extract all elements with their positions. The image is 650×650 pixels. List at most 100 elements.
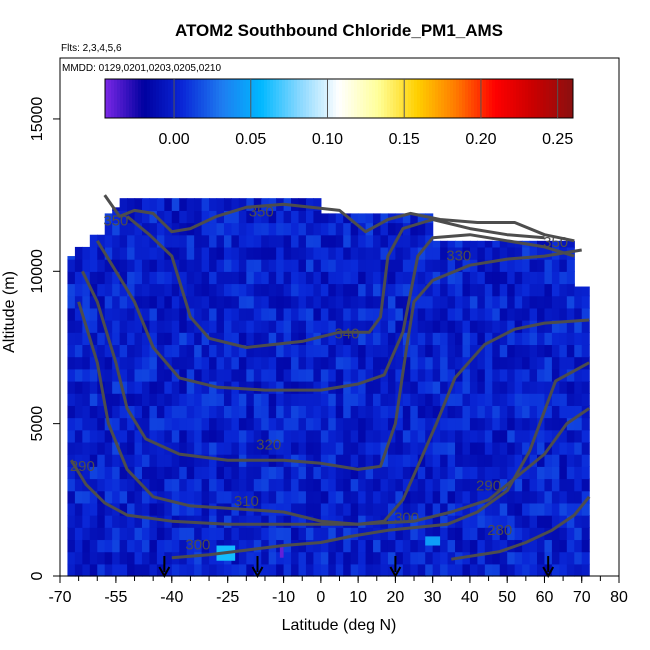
heatmap-cell (268, 502, 277, 516)
heatmap-cell (298, 356, 307, 370)
heatmap-cell (149, 356, 158, 370)
heatmap-cell (387, 393, 396, 406)
heatmap-cell (373, 259, 382, 272)
heatmap-cell (335, 429, 344, 443)
heatmap-cell (320, 246, 329, 260)
heatmap-cell (82, 429, 91, 443)
heatmap-cell (387, 417, 396, 431)
heatmap-cell (97, 295, 106, 309)
heatmap-cell (82, 380, 91, 394)
heatmap-cell (417, 259, 426, 272)
heatmap-cell (455, 283, 464, 297)
heatmap-cell (395, 441, 404, 455)
heatmap-cell (514, 551, 523, 565)
heatmap-cell (335, 234, 344, 248)
heatmap-cell (67, 478, 76, 492)
heatmap-cell (104, 307, 113, 321)
heatmap-cell (358, 478, 367, 492)
colorbar-segment (444, 79, 448, 118)
heatmap-cell (112, 295, 121, 309)
heatmap-cell (343, 259, 352, 272)
colorbar-segment (333, 79, 337, 118)
heatmap-cell (365, 466, 374, 480)
heatmap-cell (462, 563, 471, 577)
heatmap-cell (402, 393, 411, 406)
heatmap-cell (298, 417, 307, 431)
heatmap-cell (559, 344, 568, 358)
heatmap-cell (432, 240, 441, 248)
heatmap-cell (440, 356, 449, 370)
heatmap-cell (201, 490, 210, 504)
heatmap-cell (484, 563, 493, 577)
heatmap-cell (97, 259, 106, 272)
heatmap-cell (514, 259, 523, 272)
heatmap-cell (410, 539, 419, 553)
heatmap-cell (134, 563, 143, 577)
heatmap-cell (432, 478, 441, 492)
heatmap-cell (566, 380, 575, 394)
heatmap-cell (119, 563, 128, 577)
heatmap-cell (469, 380, 478, 394)
heatmap-cell (373, 295, 382, 309)
contour-label: 320 (256, 437, 281, 454)
heatmap-cell (179, 417, 188, 431)
heatmap-cell (425, 478, 434, 492)
heatmap-cell (477, 515, 486, 528)
heatmap-cell (551, 332, 560, 346)
heatmap-cell (298, 332, 307, 346)
heatmap-cell (261, 490, 270, 504)
heatmap-cell (112, 393, 121, 406)
heatmap-cell (455, 295, 464, 309)
heatmap-cell (127, 490, 136, 504)
heatmap-cell (305, 307, 315, 321)
heatmap-cell (276, 393, 285, 406)
heatmap-cell (447, 320, 456, 333)
heatmap-cell (231, 234, 240, 248)
heatmap-cell (171, 283, 180, 297)
colorbar-segment (420, 79, 424, 118)
heatmap-cell (164, 283, 173, 297)
heatmap-cell (387, 380, 396, 394)
heatmap-cell (328, 246, 337, 260)
heatmap-cell (387, 454, 396, 467)
heatmap-cell (410, 429, 419, 443)
heatmap-cell (209, 539, 218, 553)
heatmap-cell (477, 527, 486, 541)
heatmap-cell (544, 539, 553, 553)
heatmap-cell (566, 332, 575, 346)
heatmap-cell (514, 563, 523, 577)
heatmap-cell (209, 417, 218, 431)
heatmap-cell (387, 490, 396, 504)
heatmap-cell (477, 551, 486, 565)
colorbar-segment (255, 79, 259, 118)
heatmap-cell (410, 222, 419, 236)
heatmap-cell (216, 356, 225, 370)
heatmap-cell (238, 563, 247, 577)
heatmap-cell (134, 234, 143, 248)
heatmap-cell (566, 466, 575, 480)
heatmap-cell (67, 417, 76, 431)
heatmap-cell (201, 283, 210, 297)
heatmap-cell (417, 478, 426, 492)
heatmap-cell (484, 527, 493, 541)
heatmap-cell (469, 527, 478, 541)
heatmap-cell (447, 454, 456, 467)
heatmap-cell (350, 283, 359, 297)
heatmap-cell (313, 454, 322, 467)
heatmap-cell (82, 466, 91, 480)
heatmap-cell (127, 478, 136, 492)
heatmap-cell (186, 417, 195, 431)
heatmap-cell (417, 563, 426, 577)
heatmap-cell (581, 307, 590, 321)
heatmap-cell (507, 356, 516, 370)
heatmap-cell (261, 283, 270, 297)
heatmap-cell (268, 466, 277, 480)
heatmap-cell (350, 222, 359, 236)
colorbar-segment (246, 79, 250, 118)
heatmap-cell (328, 213, 337, 224)
heatmap-cell (253, 307, 262, 321)
heatmap-cell (313, 356, 322, 370)
heatmap-cell (328, 563, 337, 577)
heatmap-cell (574, 405, 583, 419)
heatmap-cell (574, 368, 583, 382)
